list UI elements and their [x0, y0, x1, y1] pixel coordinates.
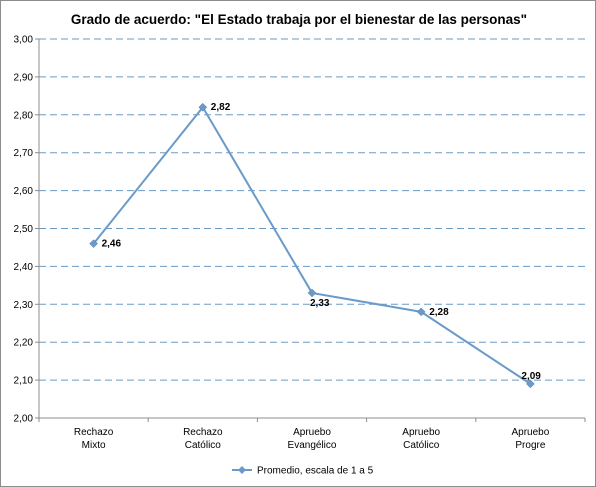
x-category-label: Católico: [403, 440, 440, 451]
data-label: 2,09: [521, 371, 541, 382]
x-category-label: Apruebo: [511, 427, 549, 438]
series-layer: [89, 102, 535, 389]
legend-label: Promedio, escala de 1 a 5: [257, 466, 374, 477]
y-tick-label: 2,20: [14, 338, 34, 349]
y-tick-label: 2,50: [14, 224, 34, 235]
x-category-label: Progre: [515, 440, 545, 451]
legend-marker: [238, 466, 246, 474]
x-category-label: Mixto: [82, 440, 106, 451]
x-category-label: Apruebo: [402, 427, 440, 438]
data-label: 2,28: [429, 307, 449, 318]
y-tick-label: 2,10: [14, 376, 34, 387]
x-category-label: Católico: [185, 440, 222, 451]
x-category-label: Evangélico: [288, 440, 337, 451]
x-category-label: Rechazo: [183, 427, 223, 438]
chart-title: Grado de acuerdo: "El Estado trabaja por…: [71, 12, 527, 27]
data-point-marker: [307, 288, 317, 298]
data-label: 2,33: [310, 298, 330, 309]
y-tick-label: 2,90: [14, 72, 34, 83]
y-tick-label: 2,30: [14, 300, 34, 311]
data-point-marker: [526, 379, 535, 389]
gridlines: [39, 38, 585, 381]
y-tick-label: 2,00: [14, 414, 34, 425]
x-axis-categories: Rechazo Mixto Rechazo Católico Apruebo Evangé…: [74, 427, 550, 451]
y-tick-label: 2,40: [14, 262, 34, 273]
y-tick-label: 2,60: [14, 186, 34, 197]
x-category-label: Rechazo: [74, 427, 114, 438]
y-tick-label: 3,00: [14, 35, 34, 46]
data-point-marker: [416, 307, 426, 317]
y-axis-ticks: 2,00 2,10 2,20 2,30 2,40 2,50 2,60 2,70 2,80 2,90…: [14, 35, 34, 425]
data-label: 2,46: [102, 239, 122, 250]
y-tick-label: 2,70: [14, 148, 34, 159]
data-point-marker: [198, 102, 208, 112]
data-point-marker: [89, 239, 98, 249]
data-label: 2,82: [211, 102, 231, 113]
x-category-label: Apruebo: [293, 427, 331, 438]
series-line: [92, 105, 531, 385]
legend: Promedio, escala de 1 a 5: [232, 466, 374, 477]
data-labels: 2,46 2,82 2,33 2,28 2,09: [102, 102, 542, 382]
y-tick-label: 2,80: [14, 110, 34, 121]
axes: [35, 38, 586, 422]
